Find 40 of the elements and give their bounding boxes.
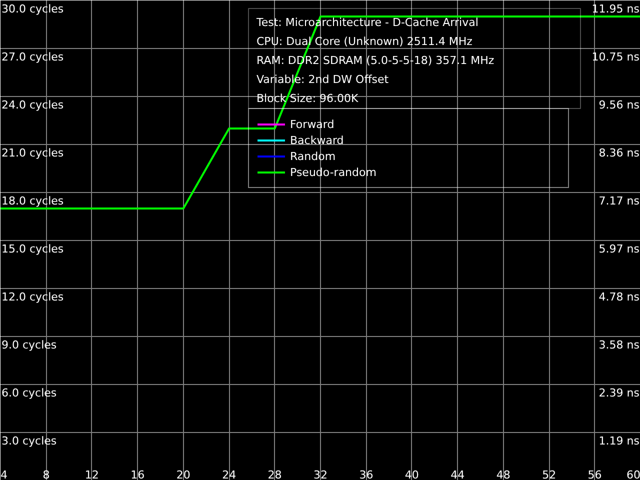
y2-tick-label: 9.56 ns (598, 98, 640, 112)
y-tick-label: 12.0 cycles (2, 290, 64, 304)
x-tick-label: 4 (0, 468, 8, 480)
x-tick-label: 60 (626, 468, 640, 480)
y2-tick-label: 11.95 ns (592, 2, 640, 16)
x-tick-label: 8 (42, 468, 50, 480)
x-tick-label: 36 (359, 468, 374, 480)
y2-tick-label: 8.36 ns (598, 146, 640, 160)
y-tick-label: 6.0 cycles (2, 386, 57, 400)
y-tick-label: 21.0 cycles (2, 146, 64, 160)
legend-label: Pseudo-random (290, 165, 378, 179)
x-tick-label: 20 (176, 468, 190, 480)
y-tick-label: 30.0 cycles (2, 2, 64, 16)
y2-tick-label: 10.75 ns (592, 50, 640, 64)
y-tick-label: 18.0 cycles (2, 194, 64, 208)
y-tick-label: 3.0 cycles (2, 434, 57, 448)
y2-tick-label: 3.58 ns (598, 338, 640, 352)
x-tick-label: 56 (588, 468, 602, 480)
legend-label: Random (290, 149, 337, 163)
y-tick-label: 24.0 cycles (2, 98, 64, 112)
y2-tick-label: 5.97 ns (598, 242, 640, 256)
x-tick-label: 48 (496, 468, 510, 480)
y-tick-label: 27.0 cycles (2, 50, 64, 64)
x-tick-label: 24 (222, 468, 236, 480)
x-tick-label: 40 (404, 468, 419, 480)
x-tick-label: 44 (450, 468, 465, 480)
y-tick-label: 15.0 cycles (2, 242, 64, 256)
x-tick-label: 32 (314, 468, 328, 480)
y2-tick-label: 1.19 ns (598, 434, 640, 448)
y2-tick-label: 2.39 ns (598, 386, 640, 400)
annotation: Block Size: 96.00K (256, 92, 360, 105)
y2-tick-label: 7.17 ns (598, 194, 640, 208)
x-tick-label: 12 (84, 468, 99, 480)
legend-label: Forward (290, 117, 336, 131)
x-tick-label: 52 (542, 468, 556, 480)
legend-label: Backward (290, 133, 345, 147)
y-tick-label: 9.0 cycles (2, 338, 57, 352)
x-tick-label: 16 (130, 468, 145, 480)
x-tick-label: 28 (268, 468, 282, 480)
y2-tick-label: 4.78 ns (598, 290, 640, 304)
